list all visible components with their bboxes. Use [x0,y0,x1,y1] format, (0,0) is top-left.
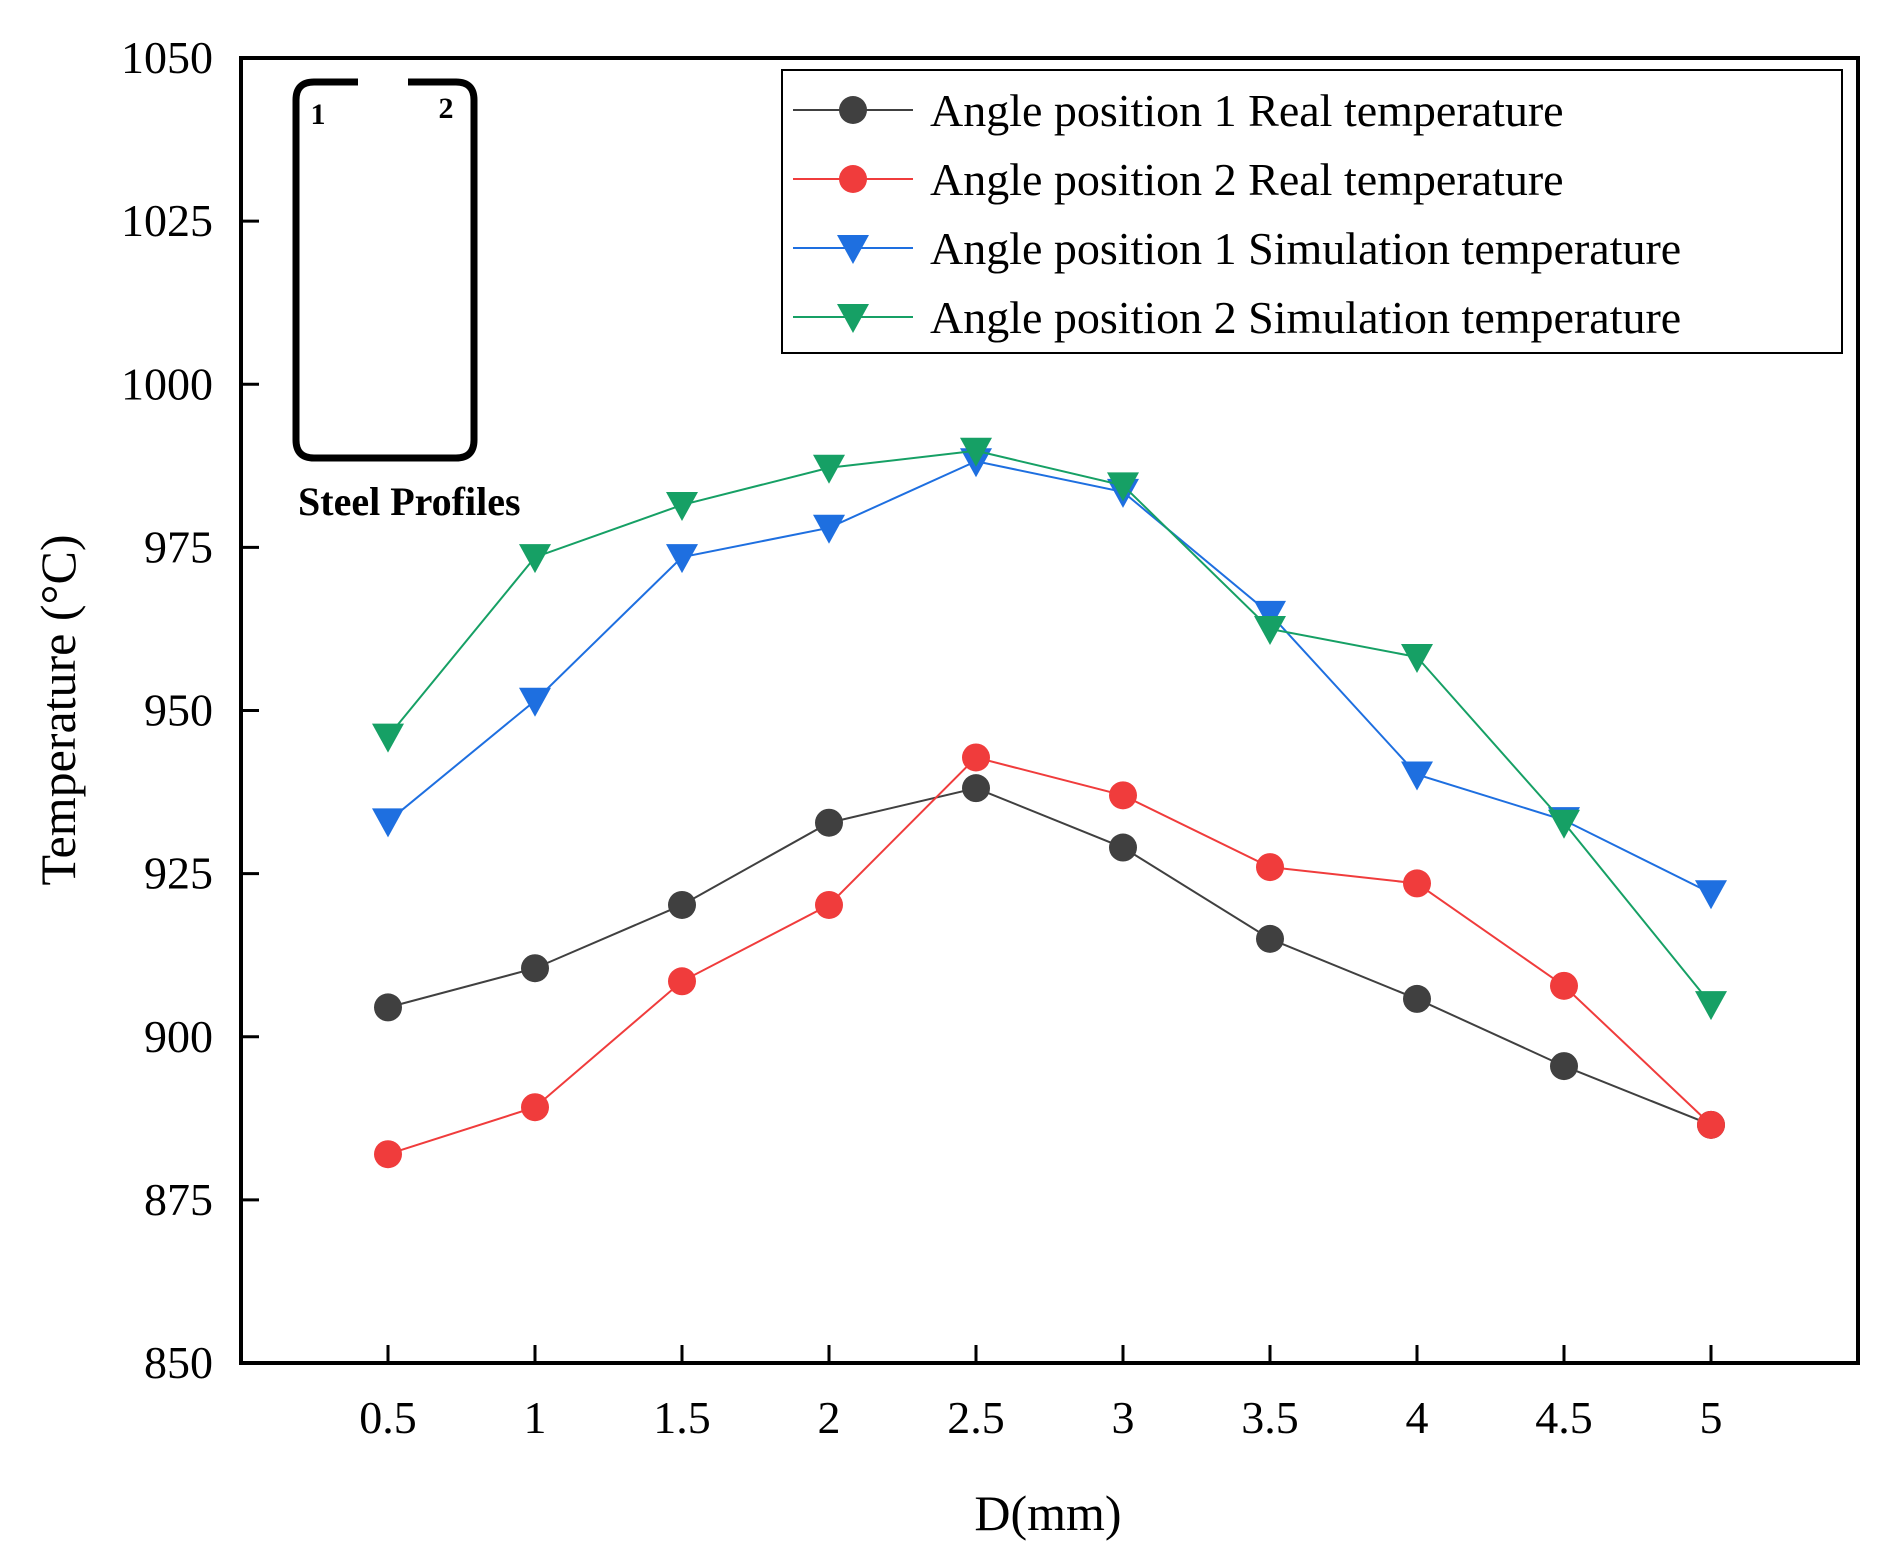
inset-title: Steel Profiles [298,479,521,524]
x-tick-label: 2 [818,1392,841,1443]
x-tick-label: 1.5 [653,1392,711,1443]
y-tick-label: 1000 [121,358,213,409]
legend-label: Angle position 1 Simulation temperature [930,223,1681,274]
legend-entry: Angle position 2 Simulation temperature [793,292,1681,343]
data-point [519,687,551,717]
y-axis-ticks: 850 875 900 925 950 975 1000 1025 1050 [121,32,259,1388]
data-point [962,774,990,803]
data-point [1109,781,1137,810]
series-line [387,460,1712,895]
data-point [962,743,990,772]
legend-label: Angle position 2 Simulation temperature [930,292,1681,343]
data-point [372,723,404,753]
y-tick-label: 850 [144,1337,213,1388]
data-point [1548,809,1580,839]
legend-label: Angle position 2 Real temperature [930,154,1564,205]
data-point [374,993,402,1022]
inset-label-1: 1 [311,98,326,131]
y-tick-label: 950 [144,685,213,736]
legend: Angle position 1 Real temperature Angle p… [781,69,1843,354]
data-point [668,890,696,919]
data-point [1550,1052,1578,1081]
series-layer [372,437,1727,1169]
data-point [1695,991,1727,1021]
x-tick-label: 0.5 [359,1392,417,1443]
x-tick-label: 2.5 [947,1392,1005,1443]
data-point [521,1093,549,1122]
x-axis-ticks: 0.5 1 1.5 2 2.5 3 3.5 4 4.5 5 [359,1345,1723,1443]
inset-label-2: 2 [439,92,454,125]
legend-box [781,69,1843,354]
y-tick-label: 1025 [121,195,213,246]
legend-entry: Angle position 2 Real temperature [793,154,1564,205]
data-point [1697,1110,1725,1139]
data-point [668,967,696,996]
data-point [521,954,549,983]
data-point [813,454,845,484]
series-line [387,756,1712,1156]
x-tick-label: 5 [1700,1392,1723,1443]
data-point [1403,984,1431,1013]
data-point [1695,880,1727,910]
data-point [1254,615,1286,645]
data-point [813,514,845,544]
y-tick-label: 1050 [121,32,213,83]
data-point [372,808,404,838]
legend-entry: Angle position 1 Simulation temperature [793,223,1681,274]
legend-marker [837,235,869,264]
x-tick-label: 4.5 [1535,1392,1593,1443]
series-line [387,787,1712,1126]
data-point [519,544,551,574]
data-point [1256,924,1284,953]
data-point [1401,761,1433,791]
legend-marker [837,304,869,333]
data-point [1107,472,1139,502]
legend-marker [839,96,867,124]
series-line [387,449,1712,1005]
legend-marker [839,165,867,193]
data-point [1254,600,1286,630]
y-tick-label: 975 [144,521,213,572]
steel-profile-inset: 1 2 Steel Profiles [292,78,521,524]
series-2 [374,743,1725,1169]
steel-profile-shape [292,78,478,462]
y-tick-label: 875 [144,1174,213,1225]
legend-entry: Angle position 1 Real temperature [793,85,1564,136]
x-tick-label: 4 [1406,1392,1429,1443]
x-tick-label: 3.5 [1241,1392,1299,1443]
legend-label: Angle position 1 Real temperature [930,85,1564,136]
series-3 [372,448,1727,910]
x-tick-label: 1 [524,1392,547,1443]
x-tick-label: 3 [1112,1392,1135,1443]
y-tick-label: 925 [144,848,213,899]
data-point [815,890,843,919]
data-point [960,437,992,467]
y-tick-label: 900 [144,1011,213,1062]
data-point [1403,869,1431,898]
data-point [1401,643,1433,673]
data-point [1550,971,1578,1000]
data-point [666,491,698,521]
data-point [374,1140,402,1169]
legend-entries: Angle position 1 Real temperature Angle p… [793,85,1681,343]
data-point [666,544,698,574]
series-4 [372,437,1727,1021]
data-point [815,808,843,837]
x-axis-title: D(mm) [974,1485,1121,1541]
y-axis-title: Temperature (°C) [30,534,86,885]
data-point [1109,833,1137,862]
data-point [1256,853,1284,882]
